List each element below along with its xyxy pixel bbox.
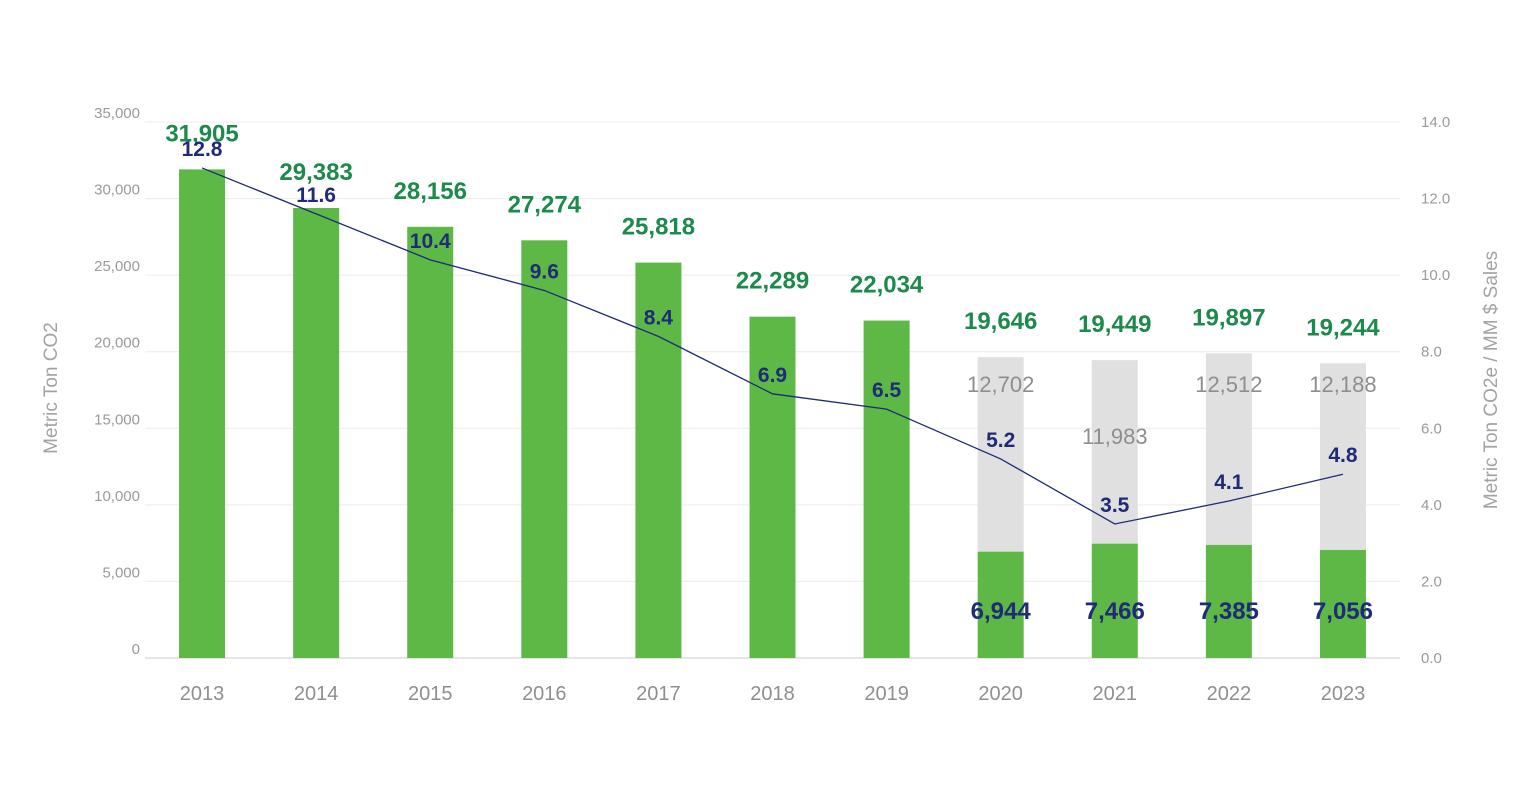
y2-tick-label: 12.0 [1421,191,1450,208]
y2-tick-label: 10.0 [1421,267,1450,284]
total-value-label: 27,274 [508,191,582,218]
gray-bar [1091,360,1138,544]
intensity-label: 4.1 [1214,471,1244,494]
intensity-label: 9.6 [530,260,559,283]
y2-tick-label: 4.0 [1421,497,1442,514]
intensity-label: 12.8 [182,138,223,161]
y-axis-title: Metric Ton CO2 [41,322,62,454]
intensity-line [201,167,1344,525]
intensity-label: 6.9 [758,364,787,387]
green-bar [179,169,226,659]
y-tick-label: 20,000 [94,335,140,352]
gray-segment-label: 12,512 [1195,372,1262,397]
green-bar [1091,543,1138,658]
green-bar [1319,549,1366,658]
y-tick-label: 10,000 [94,488,140,505]
x-tick-label: 2017 [636,683,681,705]
green-segment-label: 7,056 [1313,598,1373,625]
total-value-label: 28,156 [394,178,467,205]
total-value-label: 31,905 [165,120,238,147]
total-value-label: 19,449 [1078,311,1151,338]
green-bar [1205,544,1252,658]
intensity-label: 3.5 [1100,494,1130,517]
x-tick-label: 2023 [1321,683,1366,705]
y2-axis-title: Metric Ton CO2e / MM $ Sales [1481,251,1502,509]
total-value-label: 22,289 [736,268,809,295]
green-bar [293,208,340,659]
total-value-label: 19,897 [1192,304,1265,331]
green-segment-label: 7,466 [1085,598,1145,625]
x-tick-label: 2015 [408,683,453,705]
total-value-label: 25,818 [622,214,695,241]
gray-bar [977,357,1024,552]
intensity-label: 11.6 [296,184,336,207]
x-tick-label: 2013 [180,683,225,705]
intensity-label: 10.4 [410,230,451,253]
gray-segment-label: 12,702 [967,372,1034,397]
y-tick-label: 25,000 [94,258,140,275]
x-tick-label: 2021 [1093,683,1138,705]
x-tick-label: 2014 [294,683,339,705]
y2-tick-label: 2.0 [1421,573,1442,590]
x-tick-label: 2018 [750,683,795,705]
x-tick-label: 2020 [978,683,1023,705]
y-tick-label: 0 [132,641,140,658]
y2-tick-label: 0.0 [1421,650,1442,667]
total-value-label: 19,646 [964,308,1037,335]
total-value-label: 29,383 [279,159,352,186]
total-value-label: 22,034 [850,272,924,299]
y-tick-label: 15,000 [94,411,140,428]
y-tick-label: 35,000 [94,105,140,122]
green-bar [977,551,1024,658]
y2-tick-label: 14.0 [1421,114,1450,131]
gray-segment-label: 12,188 [1309,372,1376,397]
y-tick-label: 30,000 [94,182,140,199]
gray-segment-label: 11,983 [1082,424,1148,449]
total-value-label: 19,244 [1306,314,1380,341]
green-segment-label: 6,944 [971,598,1032,625]
y-tick-label: 5,000 [102,564,140,581]
intensity-label: 8.4 [644,306,674,329]
intensity-label: 4.8 [1328,444,1358,467]
intensity-label: 6.5 [872,379,902,402]
gray-bar [1319,363,1366,550]
x-tick-label: 2016 [522,683,567,705]
y2-tick-label: 8.0 [1421,344,1442,361]
green-segment-label: 7,385 [1199,598,1259,625]
x-tick-label: 2022 [1207,683,1252,705]
green-bar [749,316,796,658]
green-bar [407,226,454,658]
green-bar [521,240,568,658]
gray-bar [1205,353,1252,545]
green-bar [635,262,682,658]
green-bar [863,320,910,658]
y2-tick-label: 6.0 [1421,420,1442,437]
intensity-label: 5.2 [986,429,1015,452]
x-tick-label: 2019 [864,683,909,705]
